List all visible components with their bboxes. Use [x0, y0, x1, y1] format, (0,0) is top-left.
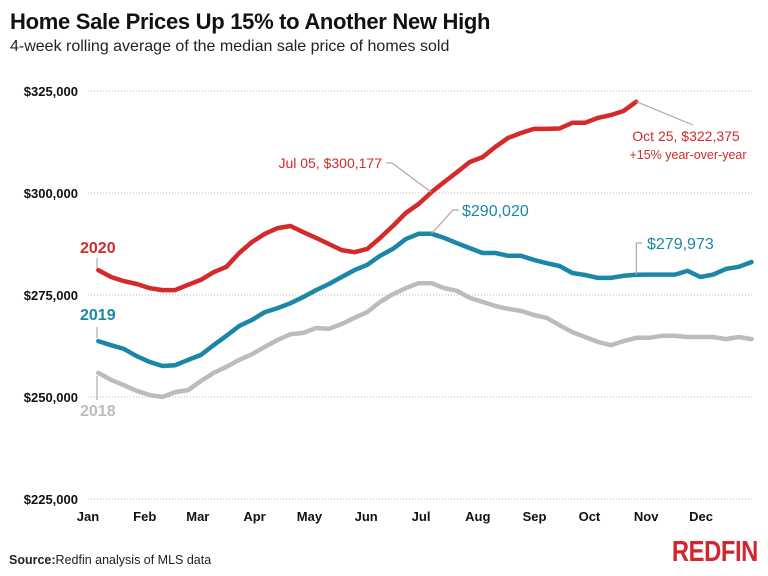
- y-tick-label: $300,000: [24, 186, 78, 201]
- annotation-peak2019: $290,020: [462, 203, 529, 220]
- x-tick-label: Jan: [77, 509, 99, 524]
- redfin-logo: REDFIN: [671, 536, 758, 568]
- series-line-2018: [96, 280, 754, 400]
- chart-title: Home Sale Prices Up 15% to Another New H…: [10, 9, 491, 34]
- source-text: Redfin analysis of MLS data: [55, 553, 212, 567]
- x-tick-label: Feb: [133, 509, 156, 524]
- x-tick-label: Dec: [689, 509, 713, 524]
- y-tick-label: $250,000: [24, 390, 78, 405]
- series-line-2019: [96, 231, 754, 369]
- x-tick-label: Jun: [355, 509, 378, 524]
- x-tick-label: Apr: [243, 509, 265, 524]
- series-label-2019: 2019: [80, 307, 116, 324]
- series-line-2020: [96, 99, 639, 293]
- y-tick-label: $225,000: [24, 492, 78, 507]
- x-tick-label: Aug: [465, 509, 490, 524]
- x-tick-label: Oct: [579, 509, 601, 524]
- annotation-oct2019: $279,973: [647, 236, 714, 253]
- x-tick-label: Mar: [186, 509, 209, 524]
- annotation-yoy: +15% year-over-year: [629, 148, 746, 162]
- y-tick-label: $325,000: [24, 84, 78, 99]
- chart-subtitle: 4-week rolling average of the median sal…: [10, 38, 450, 55]
- annotation-connector-oct2019: [635, 242, 642, 275]
- series-label-2018: 2018: [80, 403, 116, 420]
- annotation-connector-peak2019: [430, 209, 459, 235]
- x-tick-label: May: [297, 509, 323, 524]
- source-note: Source:Redfin analysis of MLS data: [9, 553, 211, 567]
- series-label-2020: 2020: [80, 240, 116, 257]
- annotation-oct25: Oct 25, $322,375: [632, 128, 740, 144]
- source-label: Source:: [9, 553, 56, 567]
- annotation-jul05: Jul 05, $300,177: [278, 155, 382, 171]
- annotation-connector-oct25: [636, 101, 694, 126]
- annotation-connector-jul05: [386, 162, 432, 193]
- y-tick-label: $275,000: [24, 288, 78, 303]
- x-tick-label: Sep: [523, 509, 547, 524]
- x-tick-label: Nov: [634, 509, 659, 524]
- x-tick-label: Jul: [412, 509, 431, 524]
